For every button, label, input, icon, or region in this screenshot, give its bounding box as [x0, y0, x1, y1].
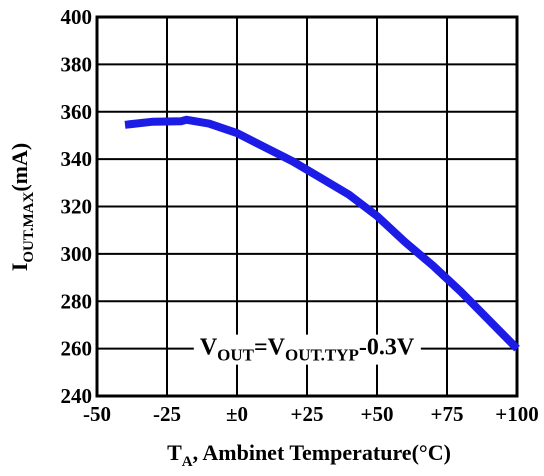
y-axis-label: IOUT.MAX(mA)	[7, 143, 37, 271]
x-tick-label: -50	[83, 402, 111, 426]
y-tick-label: 340	[61, 147, 93, 171]
x-tick-label: -25	[153, 402, 181, 426]
y-tick-label: 400	[61, 5, 93, 29]
annotation-label: VOUT=VOUT.TYP-0.3V	[200, 335, 415, 365]
plot-frame	[95, 15, 519, 398]
x-tick-label: +100	[495, 402, 538, 426]
y-tick-labels: 240 260 280 300 320 340 360 380 400	[61, 5, 93, 408]
x-tick-label: +25	[291, 402, 324, 426]
y-tick-label: 380	[61, 52, 93, 76]
y-tick-label: 300	[61, 242, 93, 266]
y-tick-label: 260	[61, 337, 93, 361]
series-line-iout-max	[124, 115, 520, 352]
annotation-background	[193, 334, 421, 365]
x-tick-label: +50	[361, 402, 394, 426]
x-tick-labels: -50 -25 ±0 +25 +50 +75 +100	[83, 402, 539, 426]
y-tick-label: 360	[61, 100, 93, 124]
y-tick-label: 240	[61, 384, 93, 408]
y-tick-label: 280	[61, 289, 93, 313]
x-tick-label: ±0	[226, 402, 248, 426]
y-tick-label: 320	[61, 195, 93, 219]
x-tick-label: +75	[431, 402, 464, 426]
x-axis-label: TA, Ambinet Temperature(°C)	[167, 440, 451, 470]
